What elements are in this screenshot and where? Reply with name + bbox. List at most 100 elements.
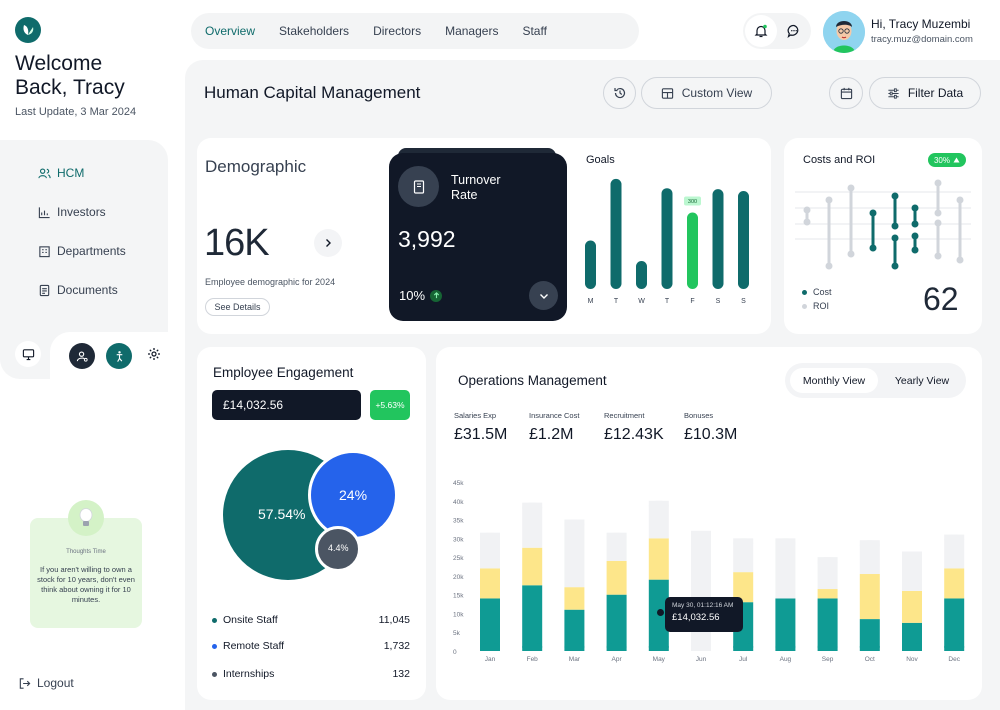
bar-segment bbox=[522, 547, 543, 586]
sidebar-item-investors[interactable]: Investors bbox=[38, 202, 106, 222]
profile-button[interactable] bbox=[69, 343, 95, 369]
history-icon bbox=[613, 87, 625, 99]
goals-day-label: F bbox=[690, 298, 694, 305]
goals-day-label: S bbox=[716, 298, 721, 305]
chart-icon bbox=[38, 206, 50, 218]
bar-segment bbox=[522, 502, 543, 548]
y-tick-label: 30k bbox=[453, 536, 464, 543]
costs-dot bbox=[934, 219, 942, 227]
accessibility-icon bbox=[116, 350, 122, 362]
legend-cost-dot bbox=[802, 289, 807, 295]
costs-dot bbox=[891, 262, 899, 270]
messages-button[interactable] bbox=[778, 15, 810, 47]
costs-dot bbox=[847, 184, 855, 192]
bar-base bbox=[606, 643, 627, 651]
bar-cap bbox=[480, 532, 500, 543]
x-tick-label: Dec bbox=[948, 656, 960, 663]
logout-icon bbox=[19, 677, 31, 689]
settings-button[interactable] bbox=[141, 341, 167, 367]
costs-dot bbox=[891, 222, 899, 230]
tab-stakeholders[interactable]: Stakeholders bbox=[279, 24, 350, 38]
turnover-expand-button[interactable] bbox=[529, 281, 558, 310]
screen-button[interactable] bbox=[15, 341, 41, 367]
bar-segment bbox=[817, 598, 838, 651]
engagement-row: Internships 132 bbox=[212, 666, 410, 682]
turnover-percent: 10% bbox=[399, 288, 443, 303]
calendar-button[interactable] bbox=[829, 77, 863, 109]
sidebar-item-documents[interactable]: Documents bbox=[38, 280, 118, 300]
engagement-title: Employee Engagement bbox=[213, 365, 354, 380]
logout-button[interactable]: Logout bbox=[18, 676, 74, 690]
custom-view-button[interactable]: Custom View bbox=[641, 77, 772, 109]
thoughts-title: Thoughts Time bbox=[66, 549, 106, 555]
bar-segment bbox=[564, 587, 585, 610]
filter-data-button[interactable]: Filter Data bbox=[869, 77, 981, 109]
bar-segment bbox=[564, 519, 585, 588]
bar-segment bbox=[733, 572, 754, 603]
logo-icon[interactable] bbox=[15, 17, 41, 43]
x-tick-label: Apr bbox=[612, 656, 623, 663]
last-update-text: Last Update, 3 Mar 2024 bbox=[15, 106, 137, 118]
bar-segment bbox=[902, 590, 922, 623]
bar-segment bbox=[859, 574, 880, 620]
bar-base bbox=[691, 643, 711, 651]
monthly-view-button[interactable]: Monthly View bbox=[790, 368, 878, 393]
see-details-button[interactable]: See Details bbox=[205, 298, 270, 316]
tab-staff[interactable]: Staff bbox=[522, 24, 547, 38]
costs-dot bbox=[911, 232, 919, 240]
bar-cap bbox=[564, 519, 585, 530]
chevron-down-icon bbox=[539, 293, 548, 299]
engagement-row-label: Onsite Staff bbox=[223, 614, 278, 626]
bar-segment bbox=[775, 598, 796, 651]
engagement-row-dot bbox=[212, 643, 217, 649]
bar-cap bbox=[944, 534, 965, 545]
bar-segment bbox=[648, 538, 669, 580]
gear-icon bbox=[148, 348, 160, 360]
costs-dot bbox=[911, 220, 919, 228]
bar-base bbox=[480, 643, 500, 651]
notification-button[interactable] bbox=[745, 15, 777, 47]
tab-directors[interactable]: Directors bbox=[373, 24, 422, 38]
stat-label: Salaries Exp bbox=[454, 411, 497, 420]
bar-segment bbox=[775, 538, 796, 599]
users-icon bbox=[38, 167, 51, 178]
demographic-next-button[interactable] bbox=[314, 229, 342, 257]
costs-dot bbox=[847, 250, 855, 258]
y-tick-label: 35k bbox=[453, 518, 464, 525]
engagement-row-dot bbox=[212, 617, 217, 623]
accessibility-button[interactable] bbox=[106, 343, 132, 369]
costs-dot bbox=[934, 252, 942, 260]
y-tick-label: 15k bbox=[453, 593, 464, 600]
y-tick-label: 40k bbox=[453, 499, 464, 506]
costs-dot bbox=[825, 196, 833, 204]
bar-base bbox=[944, 643, 965, 651]
bar-cap bbox=[775, 538, 796, 549]
x-tick-label: Oct bbox=[865, 656, 875, 663]
sidebar-item-hcm[interactable]: HCM bbox=[38, 163, 84, 183]
history-button[interactable] bbox=[603, 77, 636, 109]
tab-managers[interactable]: Managers bbox=[445, 24, 499, 38]
sidebar-item-departments[interactable]: Departments bbox=[38, 241, 126, 261]
bell-icon bbox=[754, 24, 768, 38]
goals-title: Goals bbox=[586, 154, 615, 166]
sliders-icon bbox=[888, 87, 899, 99]
arrow-up-icon bbox=[430, 289, 443, 302]
lightbulb-icon bbox=[68, 500, 104, 536]
engagement-row: Onsite Staff 11,045 bbox=[212, 612, 410, 628]
yearly-view-button[interactable]: Yearly View bbox=[894, 374, 950, 387]
operations-title: Operations Management bbox=[458, 373, 607, 388]
intern-percent: 4.4% bbox=[328, 543, 349, 553]
bar-cap bbox=[817, 557, 838, 568]
stat-value: £1.2M bbox=[529, 426, 574, 443]
avatar[interactable] bbox=[823, 11, 865, 53]
goals-highlight-label: 300 bbox=[688, 199, 697, 205]
bar-base bbox=[564, 643, 585, 651]
costs-dot bbox=[956, 196, 964, 204]
goals-bar bbox=[636, 261, 647, 289]
monitor-icon bbox=[22, 348, 34, 360]
bar-cap bbox=[522, 502, 543, 513]
costs-dot bbox=[803, 206, 811, 214]
costs-dot bbox=[825, 262, 833, 270]
bar-cap bbox=[691, 530, 711, 541]
tab-overview[interactable]: Overview bbox=[205, 24, 256, 38]
